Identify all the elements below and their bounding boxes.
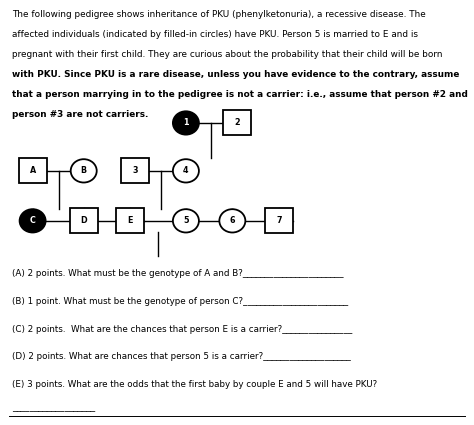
- Text: affected individuals (indicated by filled-in circles) have PKU. Person 5 is marr: affected individuals (indicated by fille…: [12, 31, 418, 40]
- Circle shape: [173, 159, 199, 182]
- FancyBboxPatch shape: [18, 159, 46, 183]
- FancyBboxPatch shape: [223, 110, 251, 136]
- Circle shape: [173, 209, 199, 232]
- Circle shape: [19, 209, 46, 232]
- Text: (C) 2 points.  What are the chances that person E is a carrier?________________: (C) 2 points. What are the chances that …: [12, 325, 352, 334]
- Text: The following pedigree shows inheritance of PKU (phenylketonuria), a recessive d: The following pedigree shows inheritance…: [12, 11, 426, 20]
- Text: (E) 3 points. What are the odds that the first baby by couple E and 5 will have : (E) 3 points. What are the odds that the…: [12, 380, 377, 389]
- Text: D: D: [81, 216, 87, 225]
- Text: with PKU. Since PKU is a rare disease, unless you have evidence to the contrary,: with PKU. Since PKU is a rare disease, u…: [12, 71, 459, 79]
- FancyBboxPatch shape: [70, 208, 98, 233]
- Text: that a person marrying in to the pedigree is not a carrier: i.e., assume that pe: that a person marrying in to the pedigre…: [12, 91, 467, 99]
- Text: (D) 2 points. What are chances that person 5 is a carrier?____________________: (D) 2 points. What are chances that pers…: [12, 352, 350, 361]
- Text: 3: 3: [132, 166, 137, 176]
- Text: ___________________: ___________________: [12, 403, 95, 412]
- Text: B: B: [81, 166, 87, 176]
- FancyBboxPatch shape: [121, 159, 149, 183]
- Circle shape: [71, 159, 97, 182]
- FancyBboxPatch shape: [265, 208, 293, 233]
- Text: pregnant with their first child. They are curious about the probability that the: pregnant with their first child. They ar…: [12, 51, 442, 60]
- Text: A: A: [29, 166, 36, 176]
- Text: 2: 2: [234, 119, 240, 128]
- Text: 5: 5: [183, 216, 189, 225]
- FancyBboxPatch shape: [116, 208, 144, 233]
- Text: E: E: [128, 216, 133, 225]
- Circle shape: [219, 209, 246, 232]
- Text: (A) 2 points. What must be the genotype of A and B?_______________________: (A) 2 points. What must be the genotype …: [12, 269, 343, 278]
- Text: C: C: [30, 216, 36, 225]
- Text: 7: 7: [276, 216, 282, 225]
- Text: 4: 4: [183, 166, 189, 176]
- Text: person #3 are not carriers.: person #3 are not carriers.: [12, 110, 148, 119]
- Text: (B) 1 point. What must be the genotype of person C?________________________: (B) 1 point. What must be the genotype o…: [12, 297, 348, 306]
- Text: 6: 6: [229, 216, 235, 225]
- Text: 1: 1: [183, 119, 189, 128]
- Circle shape: [173, 111, 199, 135]
